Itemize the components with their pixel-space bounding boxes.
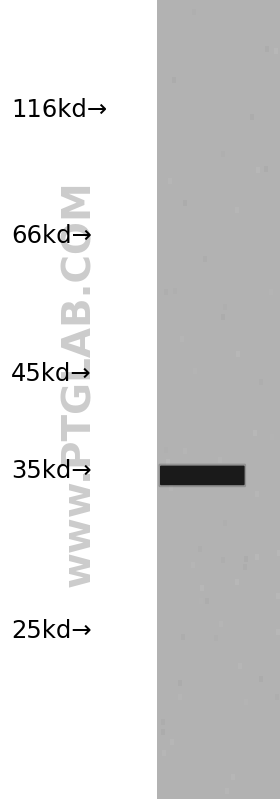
Bar [231,774,235,780]
Bar [243,564,247,570]
Bar [200,585,204,591]
Bar [178,680,182,686]
Bar [205,598,209,604]
Bar [165,459,170,465]
Bar [183,448,187,455]
Bar [219,622,223,627]
Bar [264,166,268,173]
Text: 45kd→: 45kd→ [11,362,92,386]
Bar [172,78,176,83]
Bar [253,430,257,435]
Bar [238,663,242,669]
Bar [181,634,185,640]
Text: www.PTGLAB.COM: www.PTGLAB.COM [60,180,98,587]
Bar [275,694,279,700]
Bar [225,788,229,794]
Bar [277,550,280,556]
Bar [235,578,239,585]
Bar [199,598,203,604]
Bar [168,477,172,483]
Bar [221,558,225,563]
FancyBboxPatch shape [158,463,246,487]
Bar [161,719,165,725]
Bar [169,484,173,491]
Text: 116kd→: 116kd→ [11,98,108,122]
Bar [164,447,168,453]
Text: 25kd→: 25kd→ [11,619,92,643]
Bar [274,48,278,54]
Bar [170,739,174,745]
Bar [250,114,254,120]
Bar [190,562,195,567]
Bar [265,46,269,53]
Bar [256,167,260,173]
Bar [190,479,193,484]
Bar [223,304,227,311]
Bar [236,351,240,357]
Bar [164,288,169,295]
Bar [161,729,165,734]
Bar [199,546,202,551]
Bar [192,9,197,15]
Text: 66kd→: 66kd→ [11,224,92,248]
FancyBboxPatch shape [160,466,245,485]
Bar [183,201,187,206]
Bar [276,594,280,599]
Bar [214,635,218,641]
Bar [223,520,227,527]
Bar [221,151,225,157]
Bar [180,336,184,342]
Bar [173,288,177,294]
Bar [235,207,239,213]
Bar [157,0,280,799]
Bar [168,178,172,185]
Bar [244,698,248,705]
Bar [255,554,258,560]
Bar [221,314,225,320]
Bar [218,457,222,463]
Bar [276,629,280,635]
Bar [193,368,197,373]
Bar [203,256,207,261]
Bar [270,434,274,440]
Bar [244,556,248,562]
Bar [178,694,182,701]
Text: 35kd→: 35kd→ [11,459,92,483]
Bar [255,491,259,497]
Bar [259,676,263,682]
Bar [162,750,166,756]
Bar [269,289,273,296]
Bar [259,379,263,384]
